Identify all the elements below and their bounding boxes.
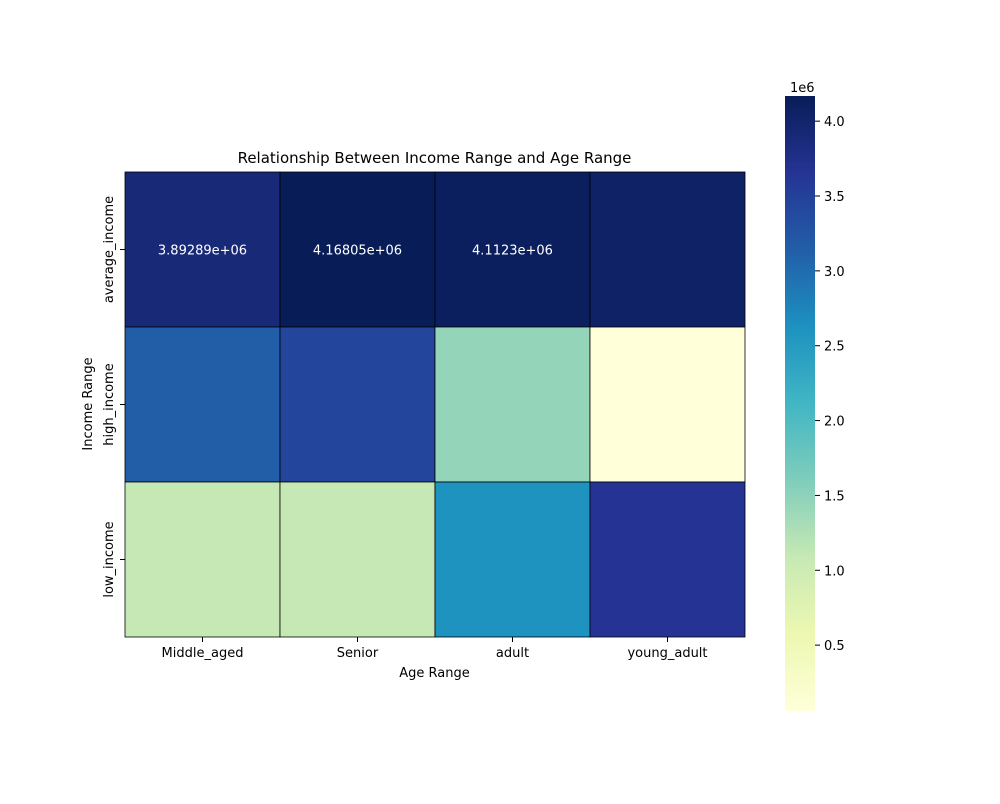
colorbar-scale-label: 1e6 [790,81,815,96]
heatmap-cell [124,326,281,483]
colorbar-tick-label: 1.0 [824,564,845,579]
colorbar-tick-label: 0.5 [824,639,845,654]
heatmap-cell [589,171,746,328]
heatmap-cell [279,171,436,328]
colorbar-tick-label: 2.0 [824,415,845,430]
cell-annotation: 4.1123e+06 [472,244,553,259]
cell-annotation: 3.89289e+06 [158,244,247,259]
x-axis-label: Age Range [399,666,469,681]
heatmap-cell [434,481,591,638]
heatmap-cell [124,171,281,328]
x-tick-label: adult [496,646,529,661]
heatmap-cell [279,481,436,638]
colorbar-tick-label: 1.5 [824,489,845,504]
heatmap-cells: 3.89289e+06 4.16805e+06 4.1123e+06 [124,171,746,638]
y-tick-label: low_income [102,521,117,597]
x-tick-label: Middle_aged [162,646,244,661]
x-tick-label: Senior [337,646,379,661]
y-tick-label: average_income [102,196,117,303]
colorbar-tick-label: 2.5 [824,340,845,355]
x-tick-label: young_adult [627,646,707,661]
colorbar: 1e6 0.5 1.0 1.5 2.0 2.5 3.0 3.5 4.0 [785,81,845,711]
colorbar-ticks: 0.5 1.0 1.5 2.0 2.5 3.0 3.5 4.0 [815,115,845,654]
y-axis-label: Income Range [81,357,96,450]
chart-title: Relationship Between Income Range and Ag… [238,149,632,167]
heatmap-cell [279,326,436,483]
heatmap-cell [589,481,746,638]
y-tick-label: high_income [102,363,117,445]
y-axis: average_income high_income low_income [102,196,125,598]
x-axis: Middle_aged Senior adult young_adult [162,637,708,661]
colorbar-tick-label: 4.0 [824,115,845,130]
heatmap-cell [434,171,591,328]
colorbar-gradient [785,96,815,711]
heatmap-cell [124,481,281,638]
heatmap-cell [589,326,746,483]
colorbar-tick-label: 3.0 [824,265,845,280]
cell-annotation: 4.16805e+06 [313,244,402,259]
heatmap-cell [434,326,591,483]
colorbar-tick-label: 3.5 [824,190,845,205]
